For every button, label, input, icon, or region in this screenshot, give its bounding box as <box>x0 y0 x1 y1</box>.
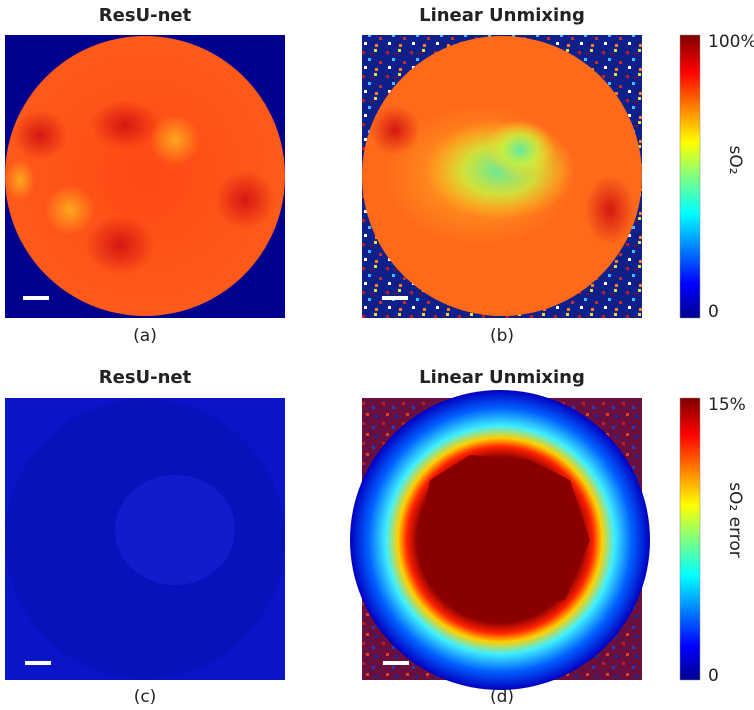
panel-b <box>362 35 642 318</box>
panel-d <box>350 390 650 690</box>
panel-title: ResU-net <box>99 5 192 26</box>
panel-title: Linear Unmixing <box>419 367 585 388</box>
panel-caption: (d) <box>490 687 514 707</box>
image-blob <box>115 475 235 585</box>
image-blob <box>215 170 275 230</box>
colorbar-max-label: 15% <box>708 395 746 415</box>
panel-caption: (b) <box>490 326 514 346</box>
image-blob <box>150 115 200 165</box>
panel-a <box>5 35 285 318</box>
colorbar-label: sO₂ <box>725 145 745 174</box>
colorbar <box>679 397 701 681</box>
colorbar-min-label: 0 <box>708 666 719 686</box>
image-blob <box>90 100 160 150</box>
image-blob <box>5 160 35 200</box>
panel-title: ResU-net <box>99 367 192 388</box>
panel-title: Linear Unmixing <box>419 5 585 26</box>
panel-c <box>5 398 285 680</box>
panel-caption: (c) <box>134 687 157 707</box>
scale-bar <box>383 661 409 665</box>
panel-caption: (a) <box>133 326 157 346</box>
image-blob <box>12 110 68 160</box>
image-blob <box>585 175 635 245</box>
image-blob <box>370 105 420 155</box>
colorbar-min-label: 0 <box>708 302 719 322</box>
colorbar-label: sO₂ error <box>725 482 745 558</box>
scale-bar <box>25 661 51 665</box>
image-blob <box>85 215 155 275</box>
colorbar-max-label: 100% <box>708 32 754 52</box>
colorbar <box>679 34 701 319</box>
image-blob <box>420 455 590 610</box>
image-circle <box>5 36 285 316</box>
scale-bar <box>382 296 408 300</box>
image-blob <box>45 185 95 235</box>
scale-bar <box>23 296 49 300</box>
image-blob <box>485 120 555 180</box>
